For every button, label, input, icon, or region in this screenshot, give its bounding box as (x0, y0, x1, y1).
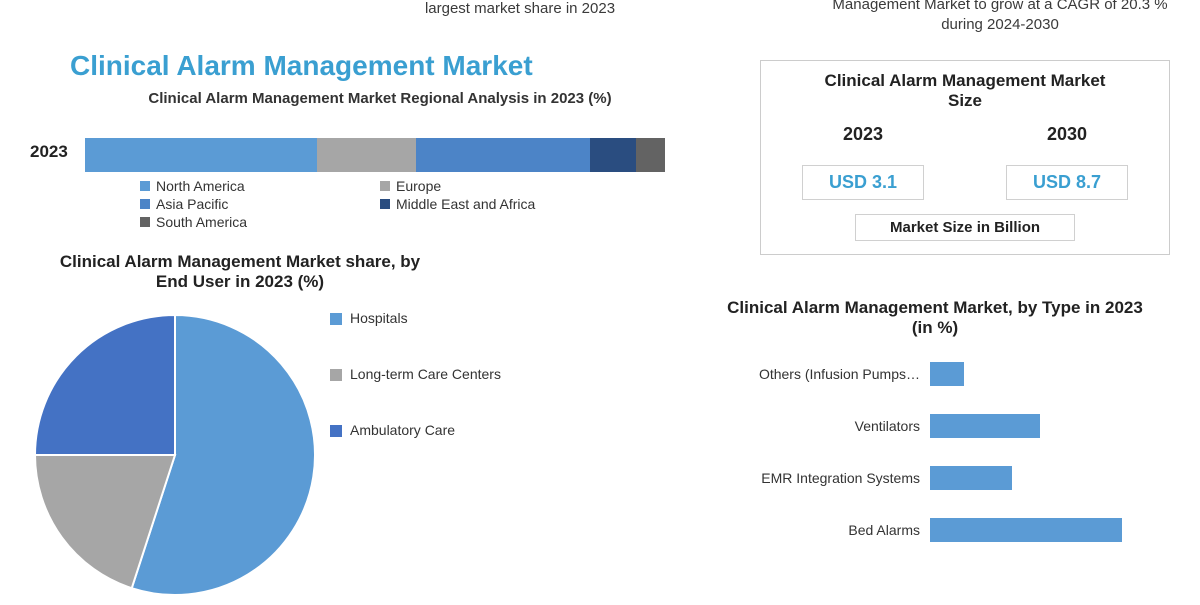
legend-label: South America (156, 214, 247, 230)
legend-swatch (140, 199, 150, 209)
regional-chart-title: Clinical Alarm Management Market Regiona… (130, 90, 630, 108)
pie-legend-item: Hospitals (330, 310, 530, 326)
legend-swatch (380, 199, 390, 209)
market-size-footer: Market Size in Billion (855, 214, 1075, 241)
type-row: Others (Infusion Pumps… (700, 348, 1170, 400)
type-bar (930, 518, 1122, 542)
page-title: Clinical Alarm Management Market (70, 50, 533, 82)
legend-item: North America (140, 178, 380, 194)
market-size-box: Clinical Alarm Management Market Size 20… (760, 60, 1170, 255)
type-bar-chart: Others (Infusion Pumps… Ventilators EMR In… (700, 348, 1170, 556)
legend-label: Long-term Care Centers (350, 366, 501, 382)
type-bar (930, 466, 1012, 490)
legend-swatch (140, 217, 150, 227)
regional-year-label: 2023 (30, 142, 68, 162)
legend-label: Hospitals (350, 310, 408, 326)
top-note-left: largest market share in 2023 (360, 0, 680, 17)
regional-legend: North America Europe Asia Pacific Middle Ea… (140, 178, 620, 232)
regional-segment (85, 138, 317, 172)
legend-swatch (330, 313, 342, 325)
regional-segment (590, 138, 636, 172)
type-row: Ventilators (700, 400, 1170, 452)
type-chart-title: Clinical Alarm Management Market, by Typ… (720, 298, 1150, 339)
type-bar (930, 362, 964, 386)
regional-segment (416, 138, 590, 172)
type-row: Bed Alarms (700, 504, 1170, 556)
legend-label: Ambulatory Care (350, 422, 455, 438)
market-size-year1: 2023 (843, 124, 883, 145)
market-size-value1: USD 3.1 (802, 165, 924, 200)
legend-swatch (380, 181, 390, 191)
type-bar (930, 414, 1040, 438)
regional-segment (636, 138, 665, 172)
pie-legend-item: Long-term Care Centers (330, 366, 530, 382)
legend-label: North America (156, 178, 245, 194)
legend-label: Europe (396, 178, 441, 194)
legend-swatch (330, 369, 342, 381)
legend-label: Asia Pacific (156, 196, 228, 212)
pie-legend: Hospitals Long-term Care Centers Ambulator… (330, 310, 530, 478)
type-row: EMR Integration Systems (700, 452, 1170, 504)
legend-item: South America (140, 214, 380, 230)
legend-label: Middle East and Africa (396, 196, 535, 212)
pie-legend-item: Ambulatory Care (330, 422, 530, 438)
market-size-title: Clinical Alarm Management Market Size (761, 61, 1169, 112)
market-size-value2: USD 8.7 (1006, 165, 1128, 200)
type-label: EMR Integration Systems (700, 470, 930, 486)
type-label: Others (Infusion Pumps… (700, 366, 930, 382)
regional-segment (317, 138, 416, 172)
pie-chart-title: Clinical Alarm Management Market share, … (50, 252, 430, 291)
top-note-right: Management Market to grow at a CAGR of 2… (830, 0, 1170, 34)
legend-item: Europe (380, 178, 620, 194)
legend-item: Asia Pacific (140, 196, 380, 212)
pie-slice (35, 315, 175, 455)
legend-swatch (140, 181, 150, 191)
type-label: Ventilators (700, 418, 930, 434)
regional-stacked-bar (85, 138, 665, 172)
legend-item: Middle East and Africa (380, 196, 620, 212)
market-size-year2: 2030 (1047, 124, 1087, 145)
type-label: Bed Alarms (700, 522, 930, 538)
pie-chart (30, 310, 320, 600)
legend-swatch (330, 425, 342, 437)
